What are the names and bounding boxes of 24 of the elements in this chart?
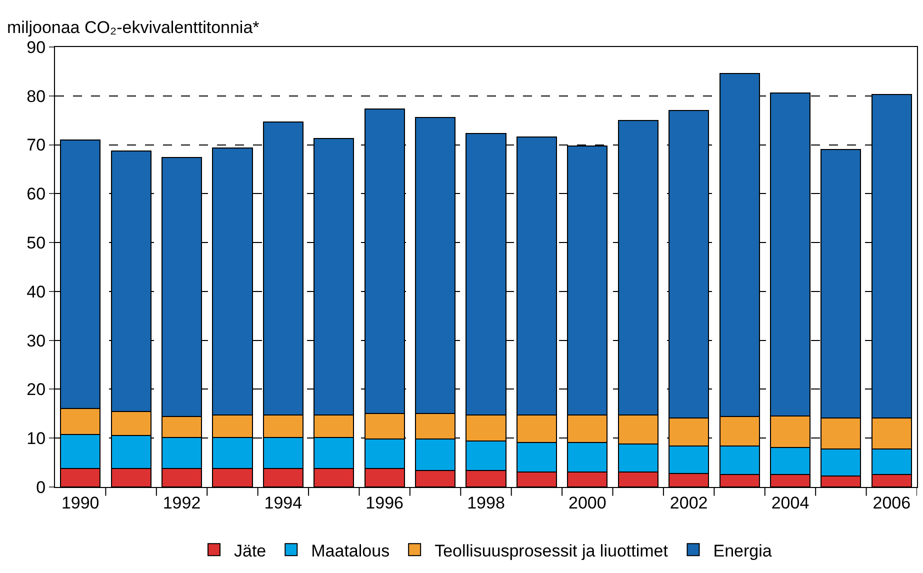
x-tick-label: 2006: [872, 493, 911, 512]
y-tick-label: 60: [26, 184, 46, 204]
x-tick-label: 2004: [771, 493, 810, 512]
x-tick-label: 2000: [568, 493, 606, 512]
x-tick-label: 1998: [467, 493, 505, 512]
y-tick-label: 20: [26, 380, 46, 400]
legend-label: Energia: [713, 541, 772, 560]
legend-label: Maatalous: [311, 541, 390, 560]
legend-label: Teollisuusprosessit ja liuottimet: [434, 541, 668, 560]
x-tick-label: 1994: [264, 493, 302, 512]
x-tick-label: 1990: [61, 493, 100, 512]
y-tick-label: 80: [26, 86, 46, 106]
y-tick-label: 10: [26, 429, 46, 448]
y-tick-label: 40: [26, 282, 46, 302]
y-tick-label: 70: [26, 136, 46, 155]
x-tick-label: 2002: [670, 493, 708, 512]
y-tick-label: 50: [26, 234, 46, 253]
y-tick-label: 90: [26, 38, 46, 57]
x-tick-label: 1996: [366, 493, 404, 512]
x-tick-label: 1992: [162, 493, 201, 512]
y-axis-title: miljoonaa CO₂-ekvivalenttitonnia*: [7, 18, 260, 37]
y-tick-label: 30: [26, 331, 46, 350]
legend-label: Jäte: [234, 541, 266, 560]
y-tick-label: 0: [36, 478, 46, 497]
